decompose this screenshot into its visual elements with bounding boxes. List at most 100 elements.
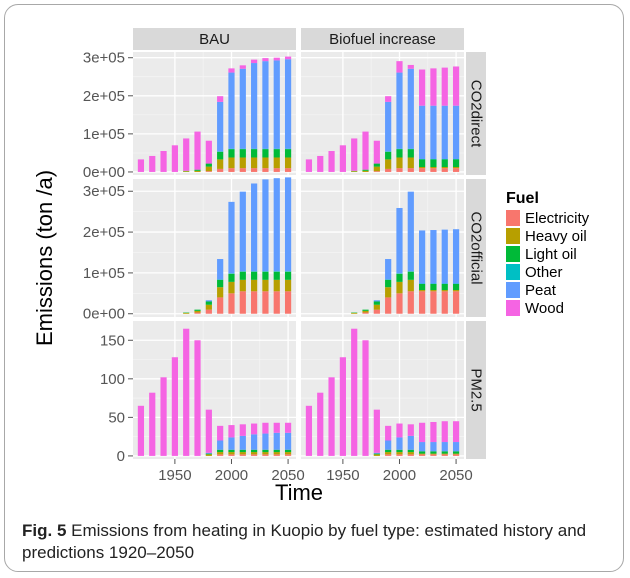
x-axis-title: Time: [275, 480, 323, 505]
bar-segment-peat: [385, 101, 392, 152]
bar-segment-heavy-oil: [419, 453, 426, 455]
bar-segment-heavy-oil: [362, 310, 369, 313]
bar-segment-peat: [452, 229, 460, 284]
chart-panels: [133, 52, 464, 459]
bar-segment-peat: [430, 442, 437, 452]
bar-segment-electricity: [205, 309, 212, 314]
bar-segment-light-oil: [239, 449, 246, 453]
bar-segment-light-oil: [430, 159, 437, 168]
bar-segment-heavy-oil: [430, 290, 437, 292]
bar-segment-peat: [251, 434, 258, 450]
bar-segment-heavy-oil: [205, 166, 212, 172]
bar-segment-light-oil: [205, 301, 212, 305]
bar-segment-wood: [228, 425, 235, 438]
bar-segment-wood: [194, 131, 201, 170]
bar-segment-heavy-oil: [205, 304, 212, 310]
legend-swatch: [506, 210, 520, 226]
bar-segment-heavy-oil: [273, 452, 280, 455]
facet-strip-right: [466, 52, 486, 175]
bar-segment-electricity: [385, 454, 392, 456]
bar-segment-wood: [317, 155, 324, 172]
bar-segment-electricity: [251, 291, 258, 314]
facet-label-column: BAU: [199, 31, 230, 48]
bar-segment-peat: [396, 437, 403, 450]
legend-label: Heavy oil: [525, 228, 587, 245]
bar-segment-heavy-oil: [441, 290, 448, 292]
bar-segment-peat: [205, 300, 212, 302]
bar-segment-heavy-oil: [430, 167, 437, 169]
bar-segment-heavy-oil: [396, 281, 403, 294]
bar-segment-peat: [239, 68, 246, 149]
x-tick-label: 2050: [271, 467, 304, 484]
bar-segment-electricity: [194, 312, 201, 314]
panel-background: [301, 321, 464, 459]
bar-segment-wood: [362, 340, 369, 456]
bar-segment-wood: [339, 357, 346, 456]
bar-segment-light-oil: [284, 149, 292, 158]
y-tick-label: 0: [117, 448, 125, 465]
bar-segment-peat: [452, 105, 460, 160]
bar-segment-wood: [419, 422, 426, 443]
bar-segment-electricity: [452, 291, 460, 314]
bar-segment-heavy-oil: [441, 453, 448, 455]
bar-segment-electricity: [441, 168, 448, 172]
y-tick-label: 2e+05: [83, 88, 125, 105]
bar-segment-electricity: [239, 454, 246, 456]
bar-segment-wood: [351, 328, 358, 456]
bar-segment-wood: [262, 58, 269, 62]
bar-segment-wood: [160, 151, 167, 172]
y-tick-label: 0e+00: [83, 306, 125, 323]
bar-segment-peat: [407, 435, 414, 450]
bar-segment-heavy-oil: [385, 159, 392, 169]
legend-swatch: [506, 300, 520, 316]
bar-segment-heavy-oil: [273, 157, 280, 169]
bar-segment-electricity: [441, 291, 448, 314]
bar-segment-wood: [137, 159, 145, 172]
bar-segment-heavy-oil: [452, 167, 460, 169]
bar-segment-heavy-oil: [251, 279, 258, 292]
panel-background: [301, 179, 464, 317]
bar-segment-peat: [396, 72, 403, 149]
bar-segment-heavy-oil: [183, 312, 190, 314]
bar-segment-peat: [262, 179, 269, 272]
bar-segment-light-oil: [452, 283, 460, 291]
bar-segment-heavy-oil: [239, 279, 246, 292]
x-tick-label: 2000: [383, 467, 416, 484]
bar-segment-light-oil: [262, 149, 269, 158]
y-tick-label: 100: [100, 371, 125, 388]
bar-segment-electricity: [262, 454, 269, 456]
bar-segment-peat: [228, 201, 235, 274]
bar-segment-heavy-oil: [396, 452, 403, 455]
caption-label: Fig. 5: [22, 521, 67, 540]
facet-strip-right: [466, 321, 486, 459]
bar-segment-wood: [351, 138, 358, 171]
y-tick-label: 50: [108, 409, 125, 426]
bar-segment-wood: [171, 145, 178, 172]
legend-title: Fuel: [506, 190, 539, 207]
bar-segment-peat: [273, 432, 280, 450]
bar-segment-peat: [430, 105, 437, 160]
bar-segment-light-oil: [373, 163, 380, 167]
bar-segment-heavy-oil: [183, 171, 190, 172]
bar-segment-heavy-oil: [228, 281, 235, 294]
bar-segment-light-oil: [373, 453, 380, 455]
bar-segment-light-oil: [407, 271, 414, 280]
bar-segment-wood: [430, 421, 437, 443]
facet-strips: CO2direct CO2official PM2.5 BAU Biofuel incr…: [133, 28, 486, 459]
bar-segment-electricity: [284, 291, 292, 314]
bar-segment-heavy-oil: [385, 452, 392, 455]
bar-segment-heavy-oil: [239, 452, 246, 455]
bar-segment-peat: [373, 452, 380, 454]
bar-segment-light-oil: [396, 449, 403, 453]
bar-segment-heavy-oil: [284, 157, 292, 169]
bar-segment-electricity: [430, 168, 437, 172]
bar-segment-heavy-oil: [373, 166, 380, 172]
bar-segment-wood: [452, 66, 460, 106]
bar-segment-light-oil: [273, 271, 280, 280]
bar-segment-heavy-oil: [251, 452, 258, 455]
bar-segment-peat: [419, 230, 426, 284]
bar-segment-wood: [373, 140, 380, 164]
x-tick-label: 1950: [326, 467, 359, 484]
bar-segment-light-oil: [441, 283, 448, 291]
